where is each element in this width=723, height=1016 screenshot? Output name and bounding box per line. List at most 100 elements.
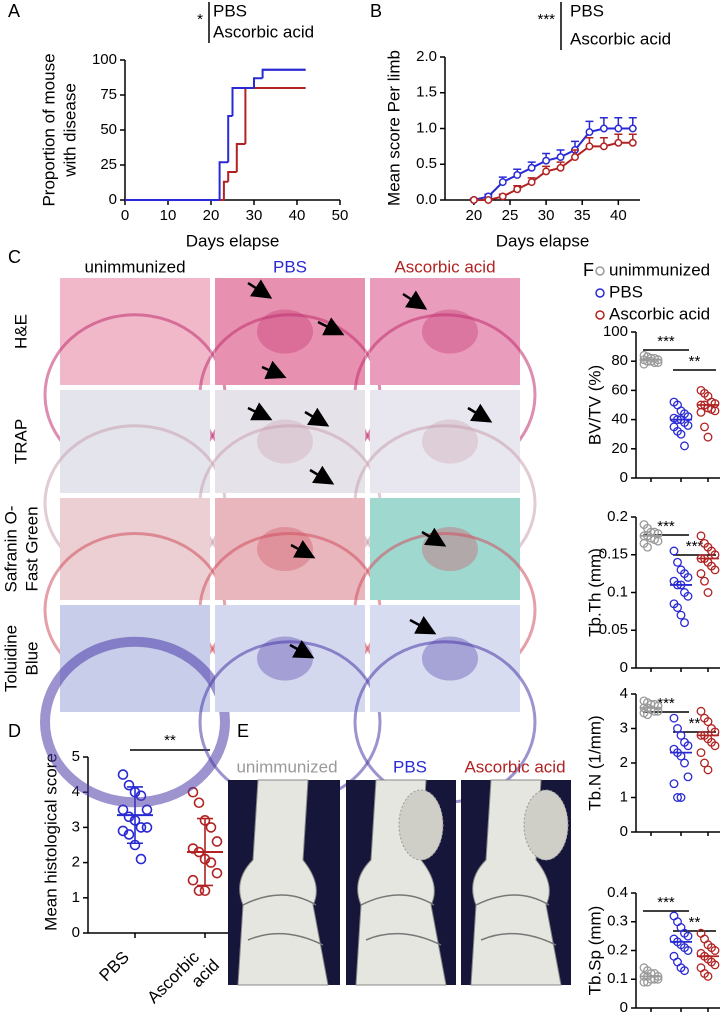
y-tick-label: 1 bbox=[620, 788, 628, 805]
y-tick-label: 0 bbox=[72, 924, 80, 941]
legend-marker bbox=[595, 288, 605, 298]
point bbox=[527, 178, 536, 187]
point bbox=[211, 867, 223, 879]
significance: *** bbox=[657, 333, 675, 350]
y-axis-label: Mean score Per limb bbox=[384, 50, 403, 206]
point bbox=[673, 557, 682, 567]
significance: ** bbox=[689, 353, 701, 370]
point bbox=[710, 565, 720, 575]
point bbox=[599, 142, 608, 151]
point bbox=[193, 797, 205, 809]
step-segment bbox=[227, 115, 233, 163]
point bbox=[680, 618, 689, 628]
point bbox=[683, 741, 693, 751]
panel-label: C bbox=[8, 247, 21, 267]
legend-entry: PBS bbox=[570, 1, 604, 20]
point bbox=[643, 977, 652, 987]
point bbox=[683, 772, 693, 782]
point bbox=[643, 542, 652, 552]
tissue-shape bbox=[422, 419, 478, 464]
point bbox=[683, 591, 693, 601]
y-axis-label: Tb.Sp (mm) bbox=[585, 906, 604, 996]
y-tick-label: 75 bbox=[100, 86, 117, 103]
point bbox=[117, 769, 129, 780]
point bbox=[513, 185, 522, 194]
y-axis-label: Proportion of mouse bbox=[39, 53, 58, 206]
point bbox=[498, 192, 507, 201]
y-tick-label: 0.2 bbox=[607, 508, 628, 525]
point bbox=[205, 822, 217, 833]
x-tick-label: 0 bbox=[121, 207, 129, 224]
y-tick-label: 0 bbox=[620, 999, 628, 1016]
tissue-shape bbox=[422, 527, 478, 571]
x-tick-label: 30 bbox=[246, 207, 263, 224]
point bbox=[585, 128, 594, 137]
tissue-shape bbox=[40, 636, 230, 808]
significance: ** bbox=[689, 914, 701, 931]
y-tick-label: 5 bbox=[72, 748, 80, 765]
row-label: Blue bbox=[22, 641, 41, 675]
point bbox=[710, 406, 720, 416]
x-axis-label: Days elapse bbox=[496, 231, 590, 250]
x-tick-label: 20 bbox=[466, 207, 483, 224]
point bbox=[205, 857, 217, 868]
bone-shape bbox=[470, 779, 562, 986]
point bbox=[710, 960, 720, 970]
step-segment bbox=[227, 171, 237, 182]
point bbox=[700, 576, 709, 586]
point bbox=[669, 779, 679, 789]
point bbox=[614, 124, 623, 133]
point bbox=[673, 793, 682, 802]
point bbox=[123, 779, 135, 791]
point bbox=[542, 167, 551, 176]
y-tick-label: 4 bbox=[72, 783, 80, 800]
point bbox=[614, 138, 623, 147]
point bbox=[669, 713, 679, 723]
y-tick-label: 0.5 bbox=[416, 155, 437, 172]
point bbox=[123, 829, 135, 840]
histology-image bbox=[60, 390, 210, 493]
point bbox=[700, 758, 709, 768]
y-tick-label: 0.1 bbox=[607, 970, 628, 987]
arrow bbox=[247, 402, 273, 421]
step-segment bbox=[253, 77, 263, 88]
legend-marker bbox=[595, 266, 605, 276]
erosion-texture bbox=[523, 789, 569, 861]
y-tick-label: 100 bbox=[92, 51, 117, 68]
point bbox=[673, 724, 682, 733]
x-tick-label: 30 bbox=[538, 207, 555, 224]
tissue-shape bbox=[257, 527, 313, 571]
histology-image bbox=[370, 390, 520, 493]
y-tick-label: 1.5 bbox=[416, 84, 437, 101]
arrow bbox=[290, 540, 316, 559]
joint-line bbox=[475, 894, 557, 946]
arrow bbox=[309, 465, 335, 485]
tissue-shape bbox=[257, 636, 313, 681]
x-tick-label: 40 bbox=[610, 207, 627, 224]
point bbox=[696, 531, 706, 541]
y-tick-label: 0 bbox=[620, 469, 628, 486]
point bbox=[141, 822, 153, 833]
arrow bbox=[317, 317, 345, 336]
legend-entry: unimmunized bbox=[609, 260, 710, 279]
point bbox=[135, 853, 147, 865]
arrow bbox=[304, 407, 330, 427]
histology-image bbox=[215, 605, 365, 712]
arrow bbox=[261, 360, 287, 379]
row-label: Fast Green bbox=[22, 506, 41, 591]
y-tick-label: 0 bbox=[620, 823, 628, 840]
point bbox=[703, 971, 713, 981]
significance: *** bbox=[537, 11, 555, 28]
histology-image bbox=[215, 498, 365, 600]
step-segment bbox=[261, 68, 306, 79]
y-axis-label: Tb.N (1/mm) bbox=[585, 715, 604, 810]
panel-label: A bbox=[8, 1, 20, 21]
step-segment bbox=[235, 143, 246, 172]
legend-entry: Ascorbic acid bbox=[609, 304, 710, 323]
y-tick-label: 80 bbox=[611, 352, 628, 369]
panel-label: E bbox=[237, 721, 249, 741]
point bbox=[680, 758, 689, 768]
point bbox=[710, 946, 720, 955]
arrow bbox=[421, 527, 447, 547]
point bbox=[696, 748, 706, 758]
